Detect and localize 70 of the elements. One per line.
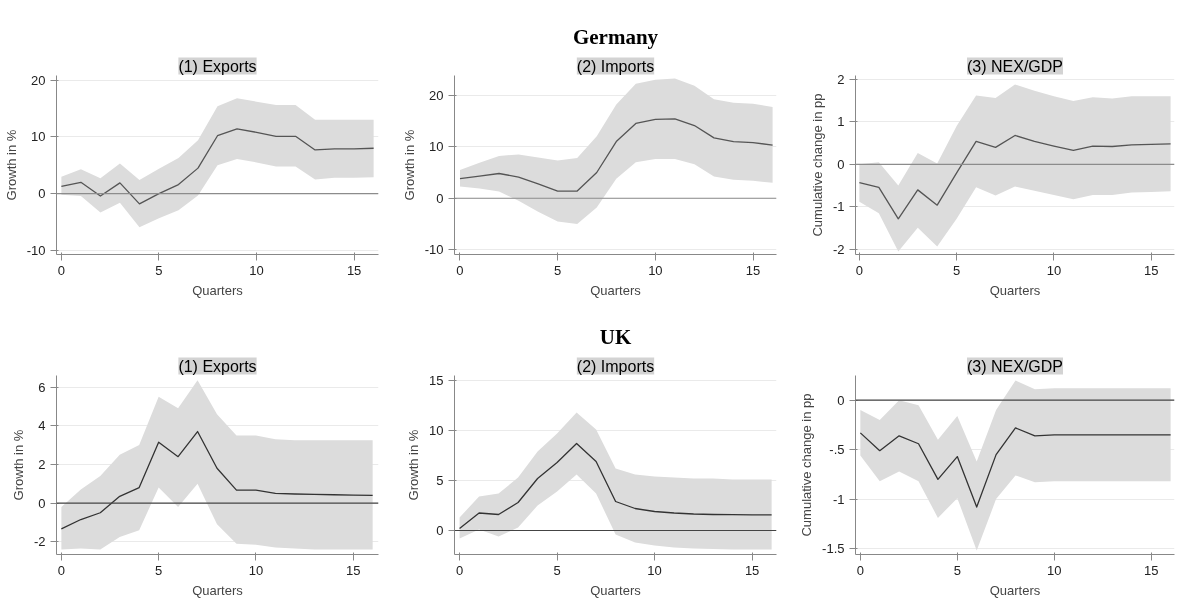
y-tick-label: 5 (436, 473, 444, 488)
x-tick-label: 0 (855, 262, 864, 278)
y-tick-label: 10 (31, 129, 46, 145)
text: Germany (572, 24, 659, 49)
x-tick-label: 10 (1046, 262, 1062, 278)
y-tick-label: 0 (38, 495, 46, 511)
chart-title: (3) NEX/GDP (966, 357, 1064, 375)
chart-title: (1) Exports (178, 57, 257, 75)
x-tick-label: 5 (554, 262, 562, 278)
y-tick-label: 20 (429, 87, 444, 103)
y-tick-label: 0 (837, 392, 845, 408)
x-tick-label: 10 (248, 562, 264, 578)
x-tick-label: 15 (1144, 562, 1159, 578)
x-tick-label: 0 (57, 262, 65, 278)
y-tick-label: -.5 (829, 442, 845, 458)
y-tick-label: 20 (31, 72, 46, 88)
x-tick-label: 5 (155, 262, 163, 278)
x-tick-label: 10 (648, 262, 663, 278)
y-tick-label: 15 (429, 373, 444, 388)
y-tick-label: -1.5 (822, 541, 845, 557)
x-tick-label: 0 (856, 562, 864, 578)
y-tick-label: 0 (436, 190, 444, 206)
x-tick-label: 10 (249, 262, 264, 278)
y-tick-label: -2 (33, 534, 46, 550)
y-tick-label: 10 (429, 139, 444, 155)
x-tick-label: 0 (57, 562, 65, 578)
chart-title: (3) NEX/GDP (966, 57, 1064, 75)
x-tick-label: 15 (1143, 262, 1159, 278)
y-tick-label: 0 (38, 186, 46, 202)
x-axis-title: Quarters (989, 282, 1041, 298)
y-tick-label: -10 (26, 243, 46, 259)
y-tick-label: 2 (38, 456, 46, 472)
x-axis-title: Quarters (192, 282, 244, 298)
x-tick-label: 5 (155, 562, 163, 578)
x-tick-label: 5 (553, 562, 561, 578)
y-tick-label: -10 (424, 242, 444, 258)
y-axis-title: Cumulative change in pp (809, 93, 825, 237)
x-tick-label: 0 (455, 562, 464, 578)
y-tick-label: -2 (832, 241, 845, 257)
y-axis-title: Growth in % (401, 129, 417, 201)
x-tick-label: 10 (647, 562, 662, 578)
text: UK (599, 324, 632, 349)
y-tick-label: 1 (837, 114, 845, 130)
y-tick-label: 4 (38, 418, 46, 434)
y-axis-title: Cumulative change in pp (799, 393, 815, 537)
x-tick-label: 0 (456, 262, 464, 278)
x-axis-title: Quarters (590, 282, 642, 298)
x-axis-title: Quarters (590, 582, 642, 598)
y-tick-label: -1 (832, 491, 845, 507)
y-tick-label: 6 (38, 379, 46, 395)
y-tick-label: 2 (837, 71, 845, 87)
x-tick-label: 15 (345, 562, 361, 578)
y-tick-label: 0 (837, 156, 845, 172)
chart-title: (2) Imports (576, 357, 655, 375)
y-axis-title: Growth in % (406, 429, 422, 501)
chart-title: (1) Exports (178, 357, 257, 375)
x-tick-label: 5 (953, 562, 961, 578)
x-tick-label: 15 (745, 262, 761, 278)
x-tick-label: 5 (953, 262, 961, 278)
x-axis-title: Quarters (989, 582, 1041, 598)
y-tick-label: 0 (436, 523, 444, 538)
y-tick-label: -1 (832, 199, 845, 215)
y-tick-label: 10 (429, 423, 444, 438)
x-tick-label: 15 (744, 562, 760, 578)
chart-title: (2) Imports (576, 57, 655, 75)
x-tick-label: 10 (1047, 562, 1062, 578)
x-tick-label: 15 (346, 262, 362, 278)
y-axis-title: Growth in % (10, 429, 26, 501)
y-axis-title: Growth in % (3, 129, 19, 201)
x-axis-title: Quarters (192, 582, 244, 598)
